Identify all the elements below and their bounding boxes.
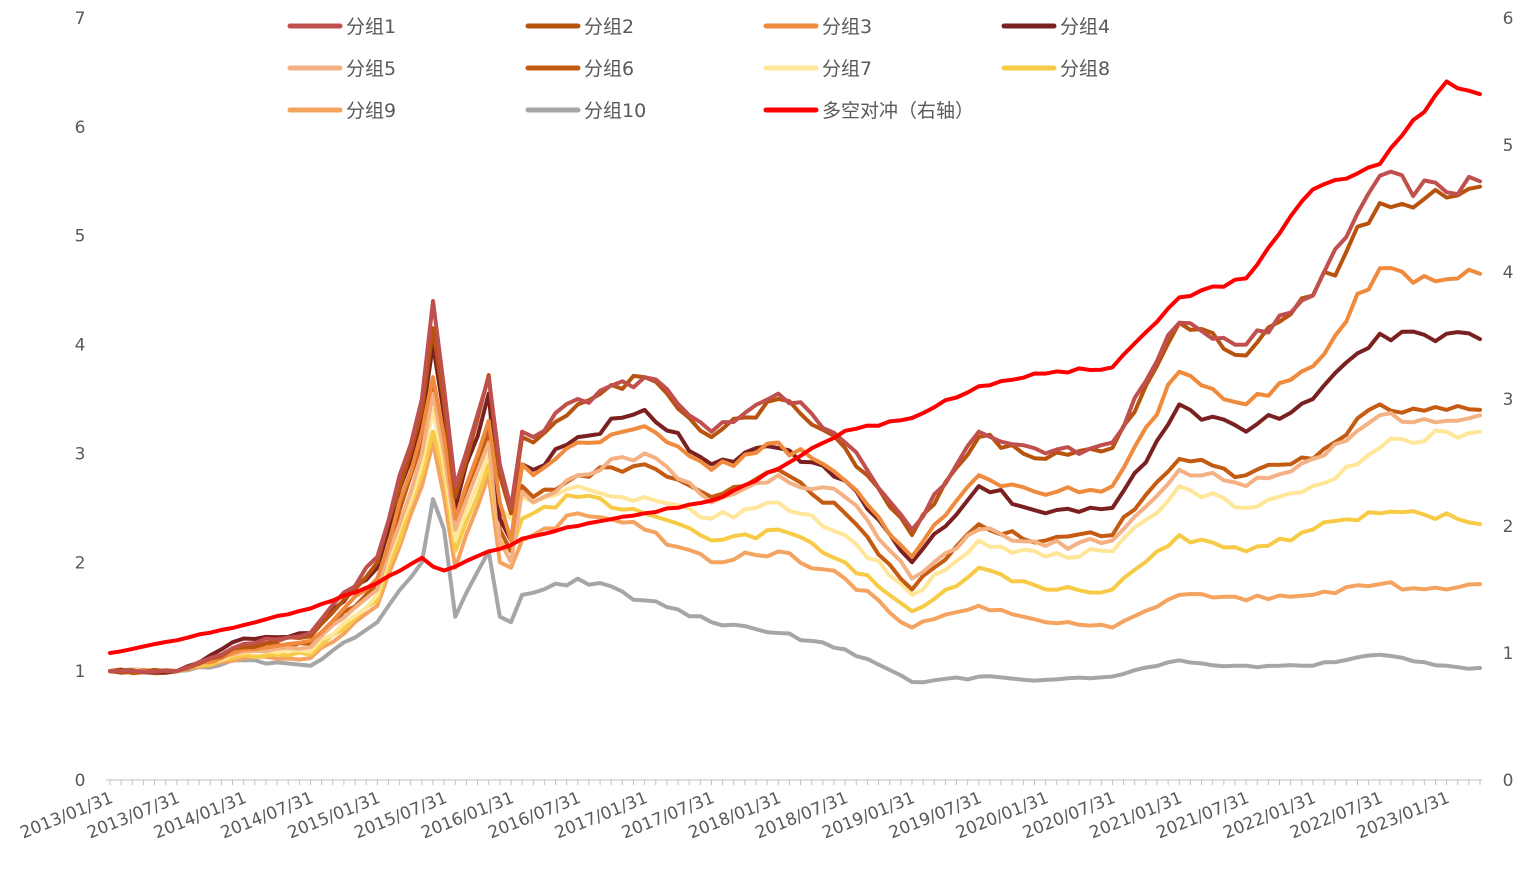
right-y-axis: 0 1 2 3 4 5 6 [1503, 9, 1514, 791]
legend-label-2: 分组2 [584, 16, 634, 38]
series-layer [108, 79, 1482, 685]
legend-label-11: 多空对冲（右轴） [822, 100, 974, 122]
legend-label-10: 分组10 [584, 100, 646, 122]
legend: 分组1 分组2 分组3 分组4 分组5 分组6 分组7 分组8 分组9 分组10 多空对冲（右轴） [287, 16, 1110, 122]
right-y-tick-label: 4 [1503, 263, 1514, 283]
series-line-4 [108, 329, 1482, 675]
left-y-tick-label: 5 [75, 227, 86, 247]
legend-label-6: 分组6 [584, 58, 634, 80]
right-y-tick-label: 6 [1503, 9, 1514, 29]
legend-label-3: 分组3 [822, 16, 872, 38]
legend-label-4: 分组4 [1060, 16, 1110, 38]
right-y-tick-label: 5 [1503, 136, 1514, 156]
legend-label-5: 分组5 [346, 58, 396, 80]
left-y-tick-label: 4 [75, 336, 86, 356]
left-y-tick-label: 3 [75, 444, 86, 464]
legend-label-8: 分组8 [1060, 58, 1110, 80]
left-y-tick-label: 6 [75, 118, 86, 138]
legend-label-9: 分组9 [346, 100, 396, 122]
series-line-2 [108, 184, 1482, 675]
legend-label-1: 分组1 [346, 16, 396, 38]
right-y-tick-label: 3 [1503, 390, 1514, 410]
left-y-axis: 0 1 2 3 4 5 6 7 [75, 9, 86, 791]
series-line-6 [108, 386, 1482, 676]
x-axis: 2013/01/312013/07/312014/01/312014/07/31… [18, 779, 1482, 843]
right-y-tick-label: 2 [1503, 517, 1514, 537]
legend-label-7: 分组7 [822, 58, 872, 80]
series-line-5 [108, 391, 1482, 675]
series-line-7 [108, 407, 1482, 674]
series-line-11 [108, 79, 1482, 655]
right-y-tick-label: 1 [1503, 644, 1514, 664]
left-y-tick-label: 7 [75, 9, 86, 29]
series-line-10 [108, 497, 1482, 685]
left-y-tick-label: 1 [75, 662, 86, 682]
series-line-3 [108, 266, 1482, 675]
left-y-tick-label: 2 [75, 553, 86, 573]
right-y-tick-label: 0 [1503, 771, 1514, 791]
left-y-tick-label: 0 [75, 771, 86, 791]
series-line-9 [108, 440, 1482, 676]
